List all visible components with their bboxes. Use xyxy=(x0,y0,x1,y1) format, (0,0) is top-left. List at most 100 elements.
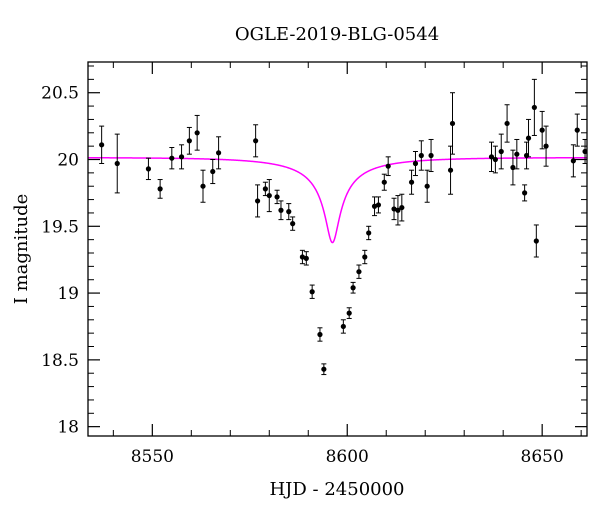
data-marker xyxy=(194,130,200,136)
data-marker xyxy=(303,255,309,261)
data-point xyxy=(145,157,152,181)
data-point xyxy=(356,264,362,279)
data-marker xyxy=(99,142,105,148)
data-marker xyxy=(488,154,495,160)
data-point xyxy=(194,114,200,151)
data-point xyxy=(262,181,268,197)
data-point xyxy=(366,225,372,241)
data-marker xyxy=(570,158,576,164)
data-point xyxy=(346,307,352,319)
data-point xyxy=(498,133,504,170)
data-marker xyxy=(412,160,419,167)
data-point xyxy=(514,138,520,170)
data-marker xyxy=(346,310,352,316)
data-point xyxy=(286,203,292,221)
data-marker xyxy=(543,143,549,149)
y-tick-label: 20.5 xyxy=(41,84,79,104)
data-marker xyxy=(385,163,391,169)
data-marker xyxy=(114,160,120,167)
data-marker xyxy=(418,152,424,159)
data-point xyxy=(278,200,284,221)
axis-ticks xyxy=(88,62,587,436)
data-point xyxy=(395,195,401,226)
data-marker xyxy=(274,194,280,200)
data-point xyxy=(428,138,434,173)
data-point xyxy=(424,169,430,203)
data-marker xyxy=(395,207,401,213)
data-point xyxy=(449,92,456,155)
x-axis-label: HJD - 2450000 xyxy=(269,479,404,500)
data-marker xyxy=(424,183,430,189)
data-marker xyxy=(356,269,362,275)
data-marker xyxy=(375,202,382,208)
data-point xyxy=(303,251,309,266)
data-point xyxy=(362,249,368,265)
data-point xyxy=(531,78,537,136)
data-marker xyxy=(178,154,185,160)
data-point xyxy=(200,169,206,203)
data-point xyxy=(290,216,296,231)
model-curve-layer xyxy=(88,156,587,244)
data-point xyxy=(399,193,405,222)
data-marker xyxy=(504,120,510,127)
data-point xyxy=(525,118,532,158)
data-marker xyxy=(539,127,545,133)
data-point xyxy=(381,173,387,191)
data-point xyxy=(253,124,259,158)
data-marker xyxy=(186,138,192,144)
y-tick-label: 20 xyxy=(57,151,79,171)
data-marker xyxy=(428,152,434,159)
data-point xyxy=(375,196,382,214)
y-tick-label: 18 xyxy=(57,418,79,438)
plot-frame xyxy=(87,61,588,437)
data-marker xyxy=(200,183,206,189)
data-point xyxy=(321,363,327,376)
data-point xyxy=(210,159,216,185)
data-marker xyxy=(350,285,356,291)
data-marker xyxy=(447,167,454,173)
data-point xyxy=(169,146,175,170)
axis-tick-labels: 8550 8600 8650 18 18.5 19 19.5 20 20.5 xyxy=(41,84,564,467)
data-point xyxy=(186,126,192,155)
data-marker xyxy=(522,190,528,196)
data-marker xyxy=(362,254,368,260)
data-marker xyxy=(169,155,175,161)
data-point xyxy=(492,145,498,174)
y-axis-label: I magnitude xyxy=(11,194,32,305)
data-marker xyxy=(525,135,532,141)
chart-title: OGLE-2019-BLG-0544 xyxy=(235,24,439,45)
data-marker xyxy=(381,179,387,185)
data-marker xyxy=(492,156,498,163)
y-tick-label: 19 xyxy=(57,284,79,304)
x-tick-label: 8600 xyxy=(326,447,369,467)
data-marker xyxy=(533,238,539,244)
model-curve xyxy=(88,156,587,244)
data-marker xyxy=(531,104,537,111)
data-point xyxy=(340,319,346,334)
data-point xyxy=(543,125,549,167)
data-point xyxy=(539,110,545,150)
data-marker xyxy=(366,230,372,236)
data-marker xyxy=(286,209,292,215)
data-point xyxy=(215,136,222,170)
data-point xyxy=(385,156,391,177)
data-marker xyxy=(254,198,261,204)
data-marker xyxy=(278,207,284,213)
data-point xyxy=(309,284,315,299)
data-marker xyxy=(510,164,516,171)
data-marker xyxy=(408,179,415,185)
data-marker xyxy=(399,204,405,211)
data-point xyxy=(510,149,516,186)
data-point xyxy=(266,179,272,213)
data-point xyxy=(254,184,261,218)
data-marker xyxy=(145,166,152,172)
data-point xyxy=(99,125,105,165)
data-marker xyxy=(317,331,323,338)
x-tick-label: 8650 xyxy=(521,447,564,467)
data-point xyxy=(522,184,528,202)
data-marker xyxy=(210,168,216,175)
data-point xyxy=(412,150,419,177)
data-marker xyxy=(309,289,315,295)
data-point xyxy=(488,141,495,173)
